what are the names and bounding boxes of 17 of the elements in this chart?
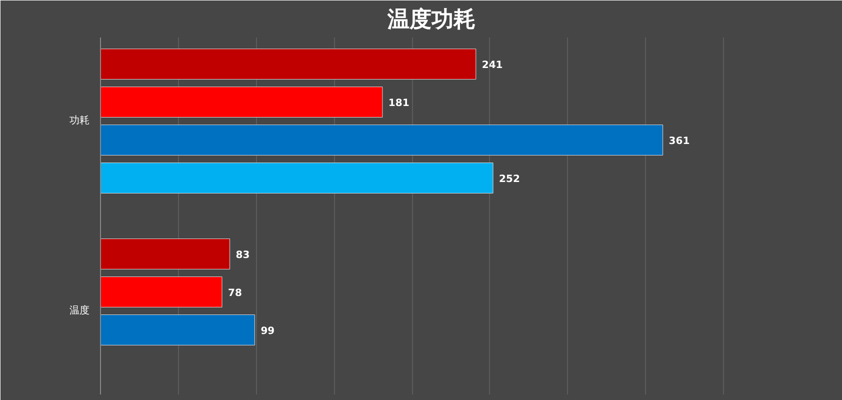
bar <box>100 276 222 308</box>
data-label: 181 <box>388 98 410 110</box>
bar <box>100 48 476 80</box>
data-label: 99 <box>260 326 275 337</box>
data-label: 252 <box>499 174 520 186</box>
bar <box>100 314 255 346</box>
bar <box>100 162 494 194</box>
bar <box>100 238 230 270</box>
data-label: 78 <box>228 288 242 299</box>
data-label: 241 <box>482 60 503 72</box>
y-tick-label: 功耗 <box>70 114 90 127</box>
chart-title: 温度功耗 <box>386 6 476 32</box>
data-label: 83 <box>236 250 250 261</box>
bar <box>100 86 383 118</box>
data-label: 361 <box>668 136 690 148</box>
y-tick-label: 温度 <box>70 304 90 316</box>
bar <box>100 124 664 156</box>
